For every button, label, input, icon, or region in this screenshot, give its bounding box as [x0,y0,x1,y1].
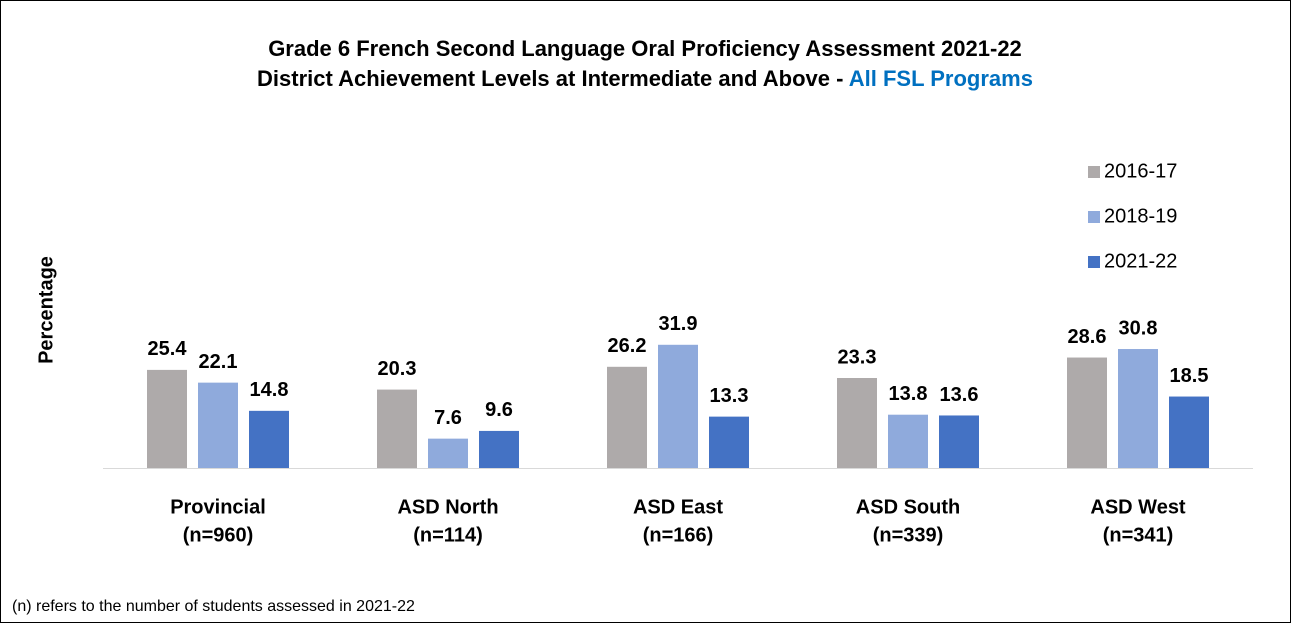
data-label: 22.1 [199,351,238,373]
bar [1067,357,1107,468]
x-tick-label: ASD South [856,496,960,518]
bar [249,410,289,468]
x-tick-label: (n=341) [1103,524,1174,546]
bar [939,415,979,468]
x-tick-label: ASD West [1090,496,1186,518]
bar [479,430,519,468]
data-label: 25.4 [148,338,188,360]
bar [888,414,928,468]
bar [709,416,749,468]
bar [1118,349,1158,468]
legend-label: 2016-17 [1104,160,1177,182]
data-label: 14.8 [250,379,289,401]
bar [428,438,468,468]
bar [658,344,698,468]
chart-title: Grade 6 French Second Language Oral Prof… [268,36,1022,61]
data-label: 23.3 [838,346,877,368]
bar [1169,396,1209,468]
x-tick-label: (n=960) [183,524,254,546]
x-tick-label: (n=166) [643,524,714,546]
legend-swatch [1088,166,1100,178]
data-label: 26.2 [608,335,647,357]
legend-swatch [1088,256,1100,268]
chart-title-line: District Achievement Levels at Intermedi… [257,66,843,91]
x-tick-label: Provincial [170,496,266,518]
data-label: 13.3 [710,385,749,407]
bar [837,378,877,468]
data-label: 7.6 [434,407,462,429]
bar [377,389,417,468]
legend-label: 2018-19 [1104,205,1177,227]
footnote: (n) refers to the number of students ass… [12,598,415,615]
x-tick-label: (n=339) [873,524,944,546]
x-tick-label: ASD East [633,496,723,518]
legend-swatch [1088,211,1100,223]
data-label: 28.6 [1068,326,1107,348]
x-tick-label: (n=114) [413,524,482,546]
data-label: 18.5 [1170,365,1209,387]
x-tick-label: ASD North [397,496,498,518]
chart-title: District Achievement Levels at Intermedi… [257,66,1033,91]
chart-title-highlight: All FSL Programs [849,66,1033,91]
data-label: 9.6 [485,399,513,421]
y-axis-label: Percentage [35,256,57,364]
data-label: 30.8 [1119,317,1158,339]
legend-label: 2021-22 [1104,250,1177,272]
bar [198,382,238,468]
data-label: 13.8 [889,383,928,405]
data-label: 20.3 [378,358,417,380]
data-label: 31.9 [659,313,698,335]
data-label: 13.6 [940,384,979,406]
bar [607,366,647,468]
bar [147,369,187,468]
